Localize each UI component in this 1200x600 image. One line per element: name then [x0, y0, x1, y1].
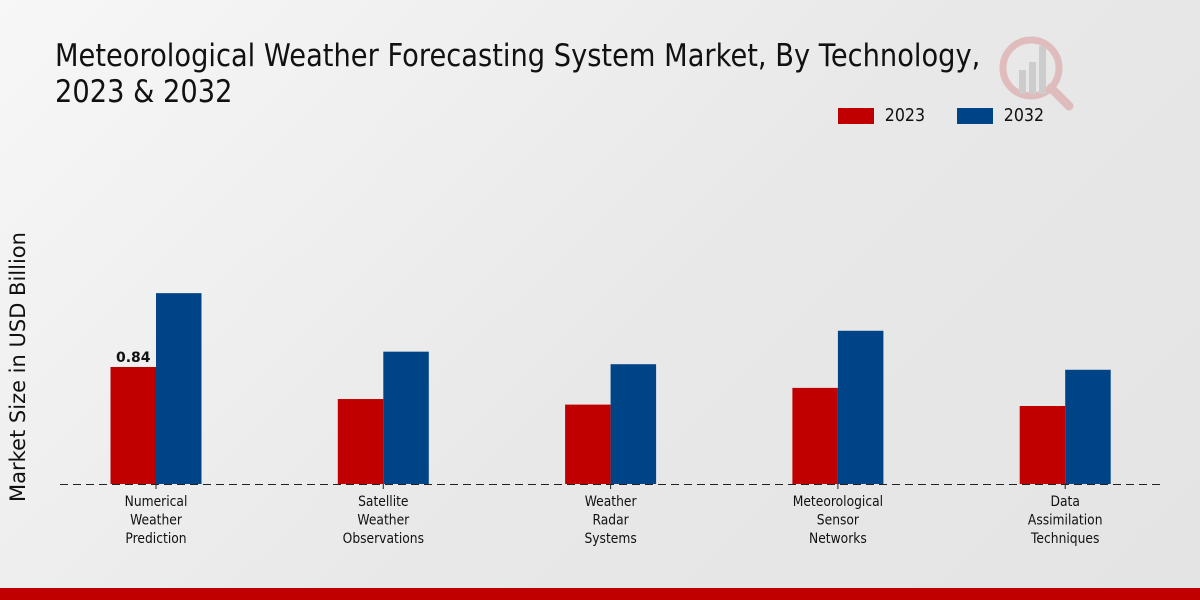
bar-satellite-weather-observations-2032	[383, 351, 429, 484]
bar-numerical-weather-prediction-2032	[156, 293, 202, 484]
bar-weather-radar-systems-2023	[565, 404, 611, 484]
x-tick-label-satellite-weather-observations: Satellite Weather Observations	[343, 494, 424, 547]
legend-swatch-2023	[838, 107, 874, 124]
x-tick-label-meteorological-sensor-networks: Meteorological Sensor Networks	[793, 494, 883, 547]
chart-title: Meteorological Weather Forecasting Syste…	[55, 38, 981, 110]
bar-data-assimilation-techniques-2032	[1065, 369, 1111, 484]
legend-label-2023: 2023	[884, 105, 926, 126]
watermark-logo-icon	[999, 36, 1074, 111]
bar-meteorological-sensor-networks-2023	[792, 387, 838, 484]
data-label-numerical-weather-prediction-2023: 0.84	[116, 350, 151, 366]
bar-data-assimilation-techniques-2023	[1019, 405, 1066, 484]
bar-numerical-weather-prediction-2023	[110, 366, 156, 484]
x-tick-label-numerical-weather-prediction: Numerical Weather Prediction	[125, 494, 188, 547]
bottom-brand-band	[0, 588, 1200, 600]
bar-meteorological-sensor-networks-2032	[837, 330, 884, 484]
bar-satellite-weather-observations-2023	[337, 399, 384, 484]
bar-weather-radar-systems-2032	[610, 364, 657, 484]
legend-item-2023: 2023	[838, 105, 928, 126]
x-tick-label-data-assimilation-techniques: Data Assimilation Techniques	[1028, 494, 1103, 547]
legend-swatch-2032	[957, 107, 993, 124]
legend-label-2032: 2032	[1003, 105, 1045, 126]
x-tick-label-weather-radar-systems: Weather Radar Systems	[584, 494, 637, 547]
legend-item-2032: 2032	[957, 105, 1047, 126]
